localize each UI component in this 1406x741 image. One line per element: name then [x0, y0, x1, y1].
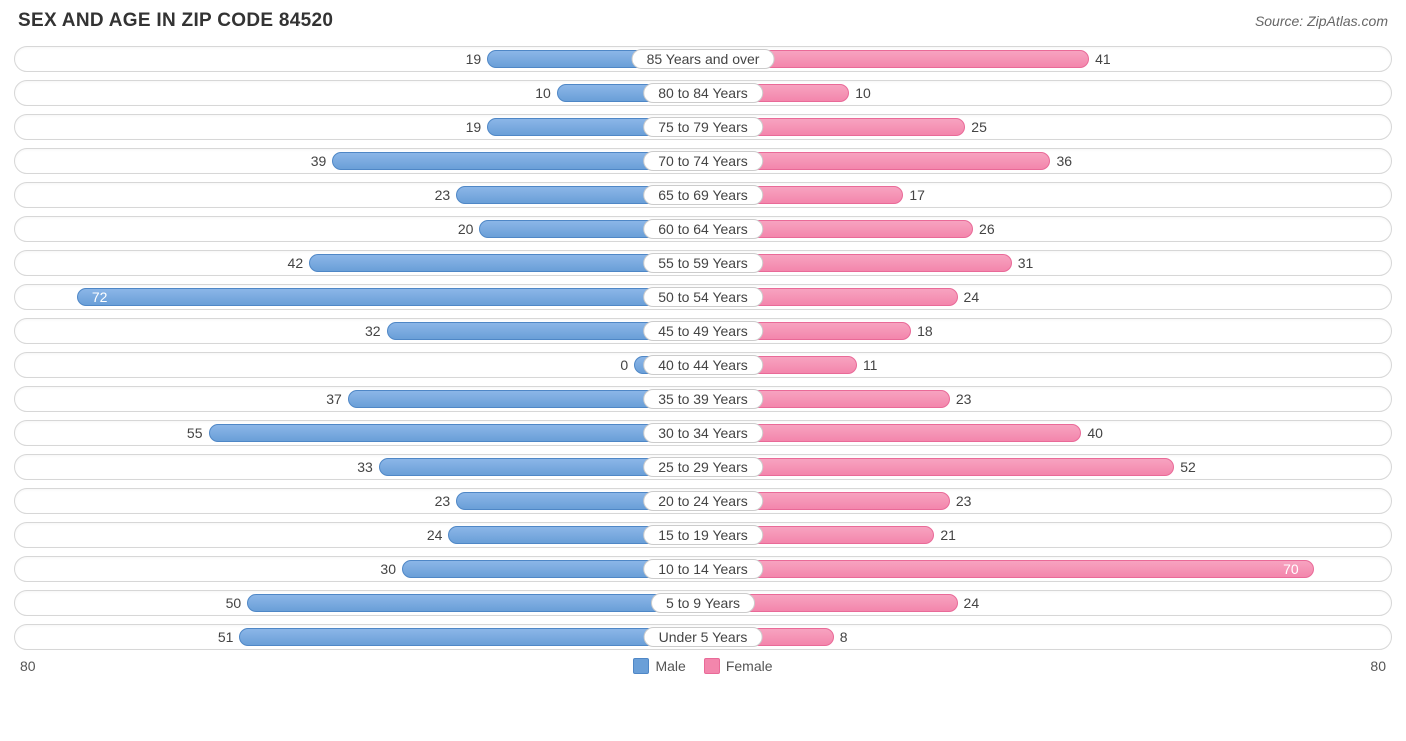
category-label: 15 to 19 Years: [643, 525, 763, 545]
category-label: 20 to 24 Years: [643, 491, 763, 511]
male-bar: [209, 424, 704, 442]
female-value-label: 23: [956, 387, 972, 411]
chart-row: 55 40 30 to 34 Years: [14, 420, 1392, 446]
category-label: 50 to 54 Years: [643, 287, 763, 307]
category-label: 65 to 69 Years: [643, 185, 763, 205]
female-value-label: 8: [840, 625, 848, 649]
source-label: Source: ZipAtlas.com: [1255, 13, 1388, 29]
male-bar: [247, 594, 703, 612]
male-value-label: 23: [435, 183, 451, 207]
chart-row: 19 25 75 to 79 Years: [14, 114, 1392, 140]
male-value-label: 0: [620, 353, 628, 377]
category-label: 30 to 34 Years: [643, 423, 763, 443]
female-value-label: 41: [1095, 47, 1111, 71]
chart-row: 23 17 65 to 69 Years: [14, 182, 1392, 208]
chart-row: 19 41 85 Years and over: [14, 46, 1392, 72]
category-label: 25 to 29 Years: [643, 457, 763, 477]
male-value-label: 37: [326, 387, 342, 411]
male-bar: [239, 628, 703, 646]
male-value-label: 72: [84, 285, 116, 309]
chart-row: 37 23 35 to 39 Years: [14, 386, 1392, 412]
category-label: 35 to 39 Years: [643, 389, 763, 409]
female-value-label: 40: [1087, 421, 1103, 445]
female-value-label: 36: [1056, 149, 1072, 173]
female-value-label: 10: [855, 81, 871, 105]
male-bar: [77, 288, 703, 306]
male-value-label: 39: [311, 149, 327, 173]
chart-row: 24 21 15 to 19 Years: [14, 522, 1392, 548]
male-swatch-icon: [633, 658, 649, 674]
legend-female-label: Female: [726, 658, 773, 674]
category-label: 85 Years and over: [632, 49, 775, 69]
category-label: 55 to 59 Years: [643, 253, 763, 273]
chart-row: 32 18 45 to 49 Years: [14, 318, 1392, 344]
category-label: 45 to 49 Years: [643, 321, 763, 341]
chart-title: SEX AND AGE IN ZIP CODE 84520: [18, 10, 333, 32]
chart-row: 10 10 80 to 84 Years: [14, 80, 1392, 106]
chart-row: 51 8 Under 5 Years: [14, 624, 1392, 650]
female-value-label: 21: [940, 523, 956, 547]
male-value-label: 19: [466, 47, 482, 71]
male-value-label: 33: [357, 455, 373, 479]
chart-row: 33 52 25 to 29 Years: [14, 454, 1392, 480]
male-value-label: 30: [380, 557, 396, 581]
female-value-label: 70: [1275, 557, 1307, 581]
chart-row: 50 24 5 to 9 Years: [14, 590, 1392, 616]
legend-item-female: Female: [704, 658, 773, 674]
category-label: 5 to 9 Years: [651, 593, 755, 613]
male-value-label: 19: [466, 115, 482, 139]
male-value-label: 10: [535, 81, 551, 105]
male-value-label: 32: [365, 319, 381, 343]
female-value-label: 11: [863, 353, 878, 377]
female-value-label: 26: [979, 217, 995, 241]
male-value-label: 23: [435, 489, 451, 513]
female-value-label: 52: [1180, 455, 1196, 479]
male-value-label: 20: [458, 217, 474, 241]
chart-row: 39 36 70 to 74 Years: [14, 148, 1392, 174]
legend-item-male: Male: [633, 658, 685, 674]
male-value-label: 51: [218, 625, 234, 649]
female-value-label: 31: [1018, 251, 1034, 275]
male-value-label: 55: [187, 421, 203, 445]
male-value-label: 50: [226, 591, 242, 615]
female-bar: [703, 458, 1174, 476]
chart-footer: 80 Male Female 80: [14, 658, 1392, 674]
category-label: 70 to 74 Years: [643, 151, 763, 171]
male-value-label: 42: [288, 251, 304, 275]
legend: Male Female: [633, 658, 772, 674]
chart-row: 42 31 55 to 59 Years: [14, 250, 1392, 276]
category-label: 80 to 84 Years: [643, 83, 763, 103]
female-value-label: 23: [956, 489, 972, 513]
chart-row: 20 26 60 to 64 Years: [14, 216, 1392, 242]
chart-row: 23 23 20 to 24 Years: [14, 488, 1392, 514]
legend-male-label: Male: [655, 658, 685, 674]
category-label: 10 to 14 Years: [643, 559, 763, 579]
female-value-label: 17: [909, 183, 925, 207]
female-swatch-icon: [704, 658, 720, 674]
female-value-label: 24: [964, 591, 980, 615]
chart-row: 72 24 50 to 54 Years: [14, 284, 1392, 310]
category-label: Under 5 Years: [644, 627, 763, 647]
population-pyramid-chart: 194185 Years and over101080 to 84 Years1…: [14, 46, 1392, 650]
female-bar: [703, 560, 1314, 578]
category-label: 40 to 44 Years: [643, 355, 763, 375]
chart-row: 30 70 10 to 14 Years: [14, 556, 1392, 582]
male-value-label: 24: [427, 523, 443, 547]
axis-left-max: 80: [20, 658, 36, 674]
category-label: 75 to 79 Years: [643, 117, 763, 137]
chart-row: 0 11 40 to 44 Years: [14, 352, 1392, 378]
axis-right-max: 80: [1370, 658, 1386, 674]
female-value-label: 24: [964, 285, 980, 309]
female-value-label: 18: [917, 319, 933, 343]
category-label: 60 to 64 Years: [643, 219, 763, 239]
header: SEX AND AGE IN ZIP CODE 84520 Source: Zi…: [14, 10, 1392, 32]
female-value-label: 25: [971, 115, 987, 139]
